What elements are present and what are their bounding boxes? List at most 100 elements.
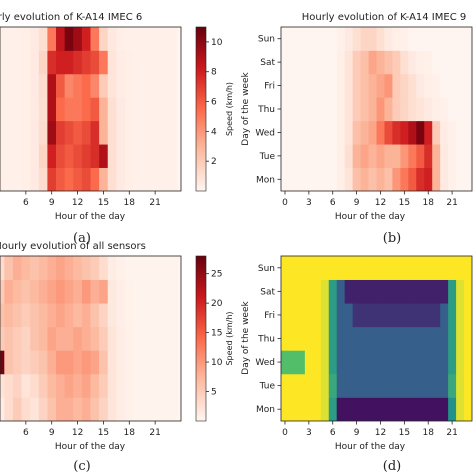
heatmap-cell	[281, 167, 290, 191]
heatmap-cell	[456, 326, 465, 351]
heatmap-cell	[368, 256, 377, 280]
heatmap-cell	[56, 120, 66, 145]
heatmap-cell	[30, 120, 40, 145]
heatmap-cell	[159, 373, 169, 398]
heatmap-cell	[142, 303, 152, 328]
x-tick-label: 15	[98, 428, 109, 438]
heatmap-cell	[464, 50, 472, 75]
heatmap-cell	[30, 167, 40, 191]
heatmap-cell	[281, 144, 290, 168]
heatmap-cell	[56, 279, 66, 304]
heatmap-cell	[456, 373, 465, 398]
heatmap-cell	[142, 97, 152, 122]
heatmap-cell	[296, 27, 306, 51]
heatmap-cell	[4, 167, 14, 191]
heatmap-cell	[288, 279, 298, 304]
heatmap-cell	[81, 326, 91, 351]
x-tick-label: 9	[354, 198, 360, 208]
heatmap-cell	[336, 73, 346, 98]
heatmap-cell	[281, 279, 290, 304]
heatmap-cell	[12, 120, 22, 145]
heatmap-cell	[64, 326, 74, 351]
heatmap-cell	[384, 144, 393, 168]
heatmap-cell	[384, 73, 393, 98]
heatmap-cell	[21, 373, 31, 398]
heatmap-cell	[12, 167, 22, 191]
heatmap-cell	[99, 326, 109, 351]
heatmap-cell	[142, 167, 152, 191]
y-tick-label: Sun	[258, 35, 275, 45]
heatmap-cell	[464, 303, 472, 328]
heatmap-cell	[12, 303, 22, 328]
heatmap-cell	[21, 350, 31, 375]
heatmap-cell	[124, 350, 134, 375]
plot-frame	[0, 255, 182, 422]
heatmap-cell	[336, 373, 346, 398]
heatmap-cell	[90, 279, 100, 304]
heatmap-cell	[124, 144, 134, 168]
heatmap-cell	[4, 279, 14, 304]
heatmap-cell	[464, 97, 472, 122]
heatmap-cell	[168, 326, 178, 351]
heatmap-cell	[81, 397, 91, 421]
heatmap-cell	[448, 144, 457, 168]
heatmap-cell	[432, 144, 441, 168]
heatmap-cell	[336, 350, 346, 375]
heatmap-cell	[159, 50, 169, 75]
heatmap-cell	[304, 256, 314, 280]
heatmap-cell	[368, 373, 377, 398]
heatmap-cell	[12, 373, 22, 398]
heatmap-cell	[90, 397, 100, 421]
heatmap-cell	[30, 279, 40, 304]
heatmap-cell	[440, 144, 449, 168]
heatmap-cell	[168, 120, 178, 145]
heatmap-cell	[90, 120, 100, 145]
heatmap-cell	[133, 144, 143, 168]
heatmap-cell	[81, 350, 91, 375]
x-axis-label: Hour of the day	[55, 212, 126, 222]
x-tick-label: 3	[306, 198, 312, 208]
heatmap-cell	[107, 27, 117, 51]
heatmap-cell	[312, 256, 322, 280]
heatmap-cell	[448, 373, 457, 398]
heatmap-cell	[448, 27, 457, 51]
heatmap-cell	[400, 167, 409, 191]
heatmap-cell	[90, 144, 100, 168]
heatmap-cell	[99, 120, 109, 145]
heatmap-cell	[392, 256, 401, 280]
heatmap-cell	[150, 27, 160, 51]
heatmap-cell	[30, 256, 40, 280]
heatmap-cell	[99, 397, 109, 421]
heatmap-cell	[21, 279, 31, 304]
heatmap-cell	[392, 120, 401, 145]
heatmap-cell	[159, 279, 169, 304]
heatmap-cell	[133, 326, 143, 351]
heatmap-cell	[288, 303, 298, 328]
heatmap-cell	[456, 27, 465, 51]
heatmap-cell	[328, 27, 338, 51]
heatmap-cell	[81, 373, 91, 398]
heatmap-cell	[107, 50, 117, 75]
heatmap-cell	[296, 50, 306, 75]
heatmap-cell	[73, 373, 83, 398]
heatmap-cell	[159, 73, 169, 98]
heatmap-cell	[81, 279, 91, 304]
panel-caption: (b)	[383, 231, 401, 246]
heatmap-cell	[336, 167, 346, 191]
heatmap-cell	[116, 167, 126, 191]
heatmap-cell	[376, 144, 385, 168]
heatmap-cell	[424, 303, 433, 328]
heatmap-cell	[440, 373, 449, 398]
heatmap-cell	[281, 50, 290, 75]
heatmap-cell	[432, 397, 441, 421]
heatmap-cell	[408, 256, 417, 280]
heatmap-cell	[12, 97, 22, 122]
heatmap-cell	[464, 350, 472, 375]
heatmap-cell	[432, 373, 441, 398]
heatmap-cell	[116, 120, 126, 145]
heatmap-cell	[90, 50, 100, 75]
heatmap-cell	[344, 97, 354, 122]
heatmap-cell	[440, 167, 449, 191]
heatmap-cell	[168, 97, 178, 122]
heatmap-cell	[432, 50, 441, 75]
